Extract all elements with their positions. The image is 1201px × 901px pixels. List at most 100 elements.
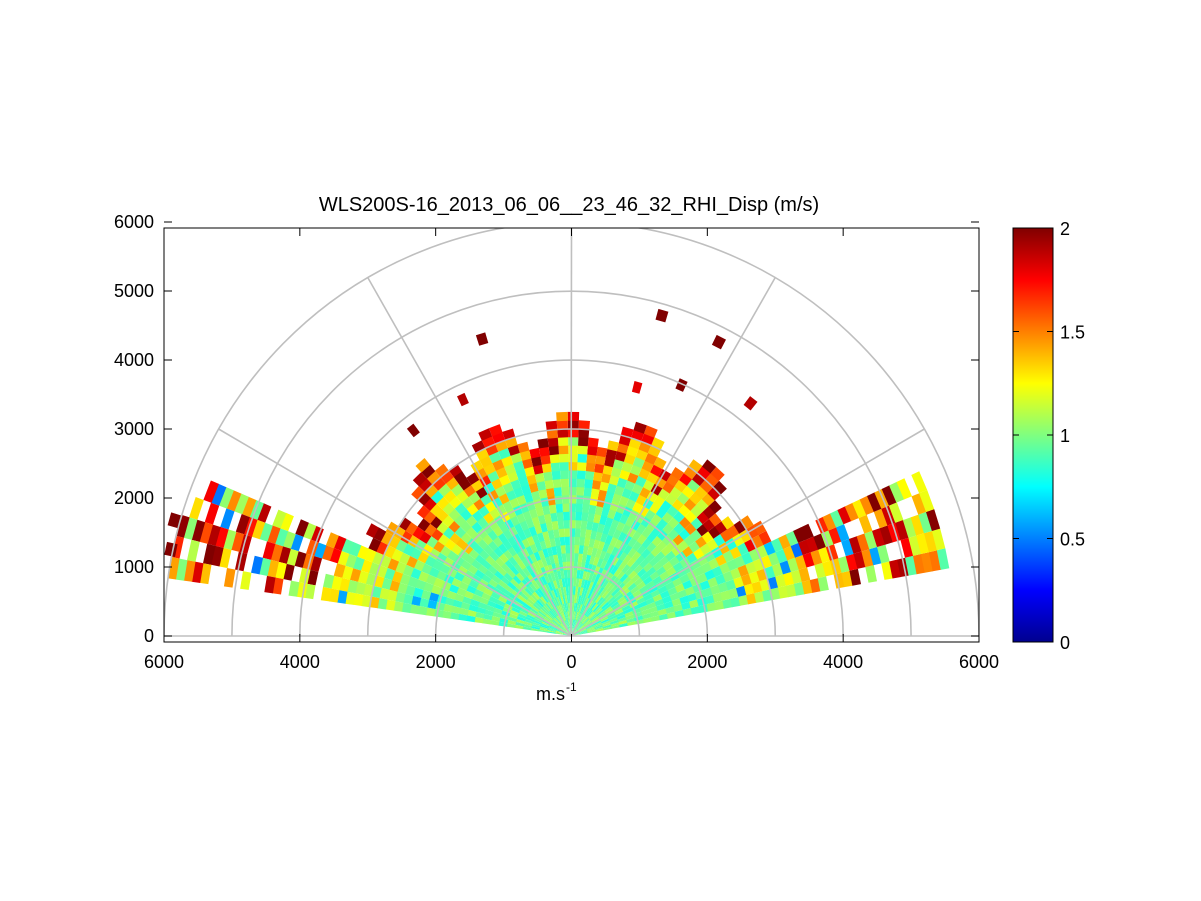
data-cell [441, 514, 455, 528]
data-cell [569, 494, 577, 504]
data-cell [272, 509, 287, 529]
data-cell [637, 567, 647, 578]
data-cell [503, 603, 513, 611]
data-cell [601, 472, 612, 484]
data-cell [529, 607, 539, 615]
data-cell [568, 436, 579, 446]
data-cell [493, 546, 504, 558]
data-cell [392, 526, 406, 540]
data-cell [647, 601, 657, 609]
data-cell [516, 550, 526, 561]
data-cell [596, 557, 604, 568]
data-cell [586, 520, 594, 531]
data-cell [649, 570, 660, 581]
data-cell [175, 514, 190, 538]
data-cell [714, 600, 725, 611]
y-tick-label: 2000 [114, 488, 154, 508]
data-cell [730, 567, 742, 580]
data-cell [616, 477, 628, 489]
data-cell [632, 530, 642, 541]
data-cell [671, 598, 682, 607]
data-cell [568, 478, 577, 488]
data-cell [513, 522, 524, 534]
data-cell [531, 625, 540, 630]
data-cell [552, 618, 560, 626]
data-cell [526, 597, 535, 606]
data-cell [539, 627, 548, 632]
data-cell [585, 608, 592, 617]
data-cell [482, 618, 492, 625]
data-cell [848, 536, 862, 554]
data-cell [530, 571, 538, 582]
data-cell [561, 577, 566, 588]
data-cell [226, 490, 242, 512]
data-cell [580, 520, 588, 530]
data-cell [713, 533, 726, 547]
data-cell [381, 577, 393, 590]
data-cell [483, 613, 493, 621]
data-cell [417, 518, 431, 532]
data-cell [602, 542, 610, 553]
data-cell [498, 522, 509, 533]
data-cell [562, 612, 567, 621]
data-cell [646, 566, 657, 577]
data-cell [612, 492, 622, 504]
data-cell [611, 588, 620, 597]
data-cell [572, 610, 575, 620]
data-cell [546, 601, 554, 610]
data-cell [614, 558, 624, 569]
data-cell [460, 559, 472, 571]
data-cell [215, 526, 229, 548]
data-cell [459, 607, 469, 616]
data-cell [461, 496, 474, 510]
data-cell [686, 479, 701, 493]
data-cell [565, 611, 569, 620]
data-cell [446, 590, 457, 600]
data-cell [678, 504, 691, 517]
data-cell [611, 576, 620, 586]
data-cell [405, 521, 418, 536]
data-cell [606, 572, 614, 582]
data-cell [541, 462, 552, 473]
data-cell [665, 581, 676, 591]
data-cell [440, 470, 454, 484]
data-cell [506, 569, 516, 579]
data-cell [696, 597, 707, 607]
data-cell [555, 631, 564, 634]
data-cell [264, 575, 276, 594]
data-cell [452, 599, 463, 608]
data-cell [621, 604, 632, 612]
data-cell [577, 603, 582, 613]
data-cell [499, 614, 510, 620]
data-cell [331, 575, 343, 591]
data-cell [828, 527, 842, 545]
data-cell [554, 562, 561, 572]
data-cell [491, 615, 501, 622]
data-cell [532, 619, 542, 625]
data-cell [556, 596, 561, 606]
data-cell [483, 587, 494, 597]
data-cell [641, 548, 652, 559]
data-cell [656, 603, 666, 611]
data-cell [610, 619, 619, 625]
data-cell [548, 504, 557, 514]
data-cell [587, 563, 594, 573]
data-cell [560, 622, 567, 630]
data-cell [579, 586, 584, 596]
data-cell [916, 533, 930, 554]
data-cell [576, 602, 580, 612]
data-cell [199, 563, 212, 585]
y-tick-label: 0 [144, 626, 154, 646]
data-cell [492, 536, 503, 548]
data-cell [521, 578, 530, 588]
data-cell [770, 587, 781, 601]
data-cell [450, 483, 464, 497]
data-cell [872, 528, 886, 547]
data-cell [542, 530, 550, 541]
range-spoke [570, 277, 776, 637]
data-cell [606, 544, 615, 555]
data-cell [578, 428, 590, 438]
data-cell [627, 472, 639, 484]
data-cell [218, 487, 234, 509]
data-cell [588, 600, 596, 609]
